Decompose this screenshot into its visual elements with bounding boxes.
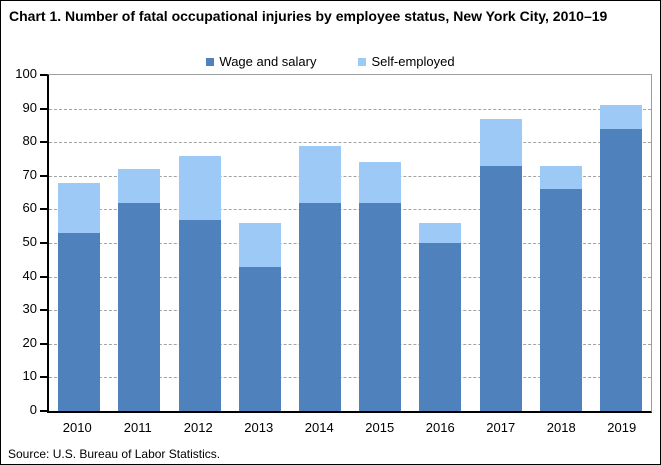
bar-segment-wage-and-salary-2012 [179, 219, 221, 411]
bar-segment-self-employed-2016 [419, 222, 461, 243]
legend-label-self-employed: Self-employed [371, 54, 455, 69]
x-axis-label-2017: 2017 [486, 420, 516, 435]
gridline-10 [49, 377, 651, 378]
y-axis: 0 10 20 30 40 50 60 70 80 90 100 [1, 67, 37, 417]
y-axis-label: 30 [22, 301, 37, 316]
y-tick-30 [40, 309, 47, 311]
legend-item-self-employed: Self-employed [358, 54, 455, 69]
wage-and-salary-swatch-icon [206, 57, 215, 66]
y-tick-0 [40, 410, 47, 412]
bar-segment-wage-and-salary-2016 [419, 243, 461, 411]
y-axis-label: 60 [22, 200, 37, 215]
bar-segment-wage-and-salary-2014 [299, 202, 341, 411]
bar-segment-wage-and-salary-2019 [600, 128, 642, 411]
gridline-80 [49, 142, 651, 143]
bar-segment-self-employed-2017 [480, 118, 522, 166]
bar-segment-self-employed-2018 [540, 165, 582, 190]
self-employed-swatch-icon [358, 57, 367, 66]
x-axis-label-2012: 2012 [183, 420, 213, 435]
y-tick-10 [40, 376, 47, 378]
bar-segment-self-employed-2015 [359, 162, 401, 203]
y-axis-label: 70 [22, 167, 37, 182]
bar-segment-wage-and-salary-2018 [540, 189, 582, 411]
bar-segment-self-employed-2011 [118, 169, 160, 203]
plot-area [40, 74, 652, 413]
y-axis-label: 90 [22, 100, 37, 115]
y-tick-20 [40, 343, 47, 345]
y-axis-label: 40 [22, 268, 37, 283]
x-axis-label-2010: 2010 [62, 420, 92, 435]
bar-segment-wage-and-salary-2017 [480, 165, 522, 411]
x-axis-label-2016: 2016 [425, 420, 455, 435]
y-tick-80 [40, 141, 47, 143]
y-tick-50 [40, 242, 47, 244]
gridline-20 [49, 344, 651, 345]
gridline-90 [49, 109, 651, 110]
y-axis-label: 10 [22, 368, 37, 383]
x-axis-label-2011: 2011 [123, 420, 152, 435]
legend-item-wage-and-salary: Wage and salary [206, 54, 316, 69]
y-tick-70 [40, 175, 47, 177]
bar-segment-wage-and-salary-2011 [118, 202, 160, 411]
y-tick-60 [40, 208, 47, 210]
gridline-40 [49, 277, 651, 278]
bar-segment-self-employed-2013 [239, 222, 281, 267]
legend-label-wage-and-salary: Wage and salary [219, 54, 317, 69]
x-axis-label-2018: 2018 [546, 420, 576, 435]
y-axis-label: 100 [15, 66, 37, 81]
y-axis-label: 0 [29, 402, 37, 417]
bar-segment-wage-and-salary-2010 [58, 232, 100, 411]
y-tick-90 [40, 108, 47, 110]
source-note: Source: U.S. Bureau of Labor Statistics. [8, 447, 221, 461]
x-axis: 2010 2011 2012 2013 2014 2015 2016 2017 2018 2019 [47, 420, 652, 435]
legend: Wage and salary Self-employed [1, 54, 660, 69]
y-axis-label: 20 [22, 335, 37, 350]
y-axis-label: 50 [22, 234, 37, 249]
chart-title: Chart 1. Number of fatal occupational in… [9, 8, 608, 24]
bar-segment-self-employed-2012 [179, 155, 221, 220]
bar-segment-wage-and-salary-2015 [359, 202, 401, 411]
gridline-50 [49, 243, 651, 244]
y-tick-40 [40, 276, 47, 278]
y-tick-100 [40, 74, 47, 76]
gridline-60 [49, 209, 651, 210]
bar-segment-wage-and-salary-2013 [239, 266, 281, 411]
gridline-30 [49, 310, 651, 311]
bar-segment-self-employed-2010 [58, 182, 100, 233]
x-axis-label-2019: 2019 [607, 420, 637, 435]
bar-segment-self-employed-2014 [299, 145, 341, 203]
y-axis-label: 80 [22, 133, 37, 148]
gridline-70 [49, 176, 651, 177]
x-axis-label-2013: 2013 [244, 420, 274, 435]
bar-segment-self-employed-2019 [600, 105, 642, 129]
x-axis-label-2014: 2014 [304, 420, 334, 435]
x-axis-label-2015: 2015 [365, 420, 395, 435]
